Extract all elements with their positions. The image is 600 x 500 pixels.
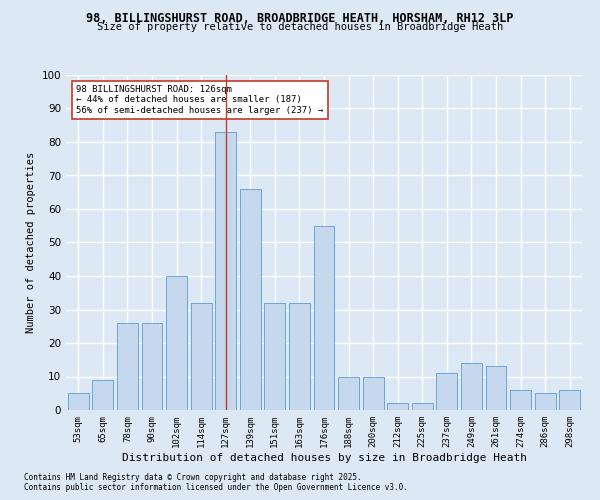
Bar: [314, 226, 334, 410]
Bar: [436, 373, 457, 410]
Bar: [166, 276, 187, 410]
Bar: [559, 390, 580, 410]
Bar: [535, 393, 556, 410]
Bar: [510, 390, 531, 410]
Bar: [461, 363, 482, 410]
Bar: [387, 404, 408, 410]
Bar: [265, 303, 286, 410]
Bar: [68, 393, 89, 410]
Bar: [191, 303, 212, 410]
Text: Contains HM Land Registry data © Crown copyright and database right 2025.: Contains HM Land Registry data © Crown c…: [24, 474, 362, 482]
Text: Contains public sector information licensed under the Open Government Licence v3: Contains public sector information licen…: [24, 484, 408, 492]
Text: 98 BILLINGSHURST ROAD: 126sqm
← 44% of detached houses are smaller (187)
56% of : 98 BILLINGSHURST ROAD: 126sqm ← 44% of d…: [76, 85, 323, 115]
Bar: [215, 132, 236, 410]
Bar: [338, 376, 359, 410]
Bar: [142, 323, 163, 410]
Bar: [92, 380, 113, 410]
Bar: [485, 366, 506, 410]
Text: Size of property relative to detached houses in Broadbridge Heath: Size of property relative to detached ho…: [97, 22, 503, 32]
X-axis label: Distribution of detached houses by size in Broadbridge Heath: Distribution of detached houses by size …: [121, 452, 527, 462]
Bar: [289, 303, 310, 410]
Text: 98, BILLINGSHURST ROAD, BROADBRIDGE HEATH, HORSHAM, RH12 3LP: 98, BILLINGSHURST ROAD, BROADBRIDGE HEAT…: [86, 12, 514, 26]
Bar: [412, 404, 433, 410]
Bar: [117, 323, 138, 410]
Y-axis label: Number of detached properties: Number of detached properties: [26, 152, 36, 333]
Bar: [362, 376, 383, 410]
Bar: [240, 189, 261, 410]
